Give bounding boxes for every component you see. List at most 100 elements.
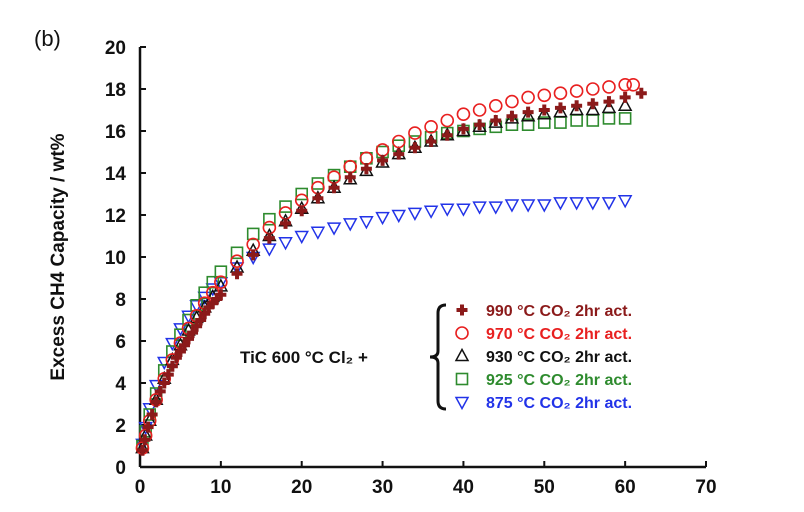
data-point [554, 116, 567, 129]
data-point [538, 104, 550, 116]
x-tick-label: 20 [291, 477, 312, 498]
data-point [488, 201, 504, 215]
data-point [206, 275, 220, 289]
series-4 [135, 195, 633, 452]
data-point [136, 444, 148, 456]
x-tick-label: 10 [210, 477, 231, 498]
data-point [520, 108, 536, 122]
data-point [229, 262, 245, 276]
data-point [146, 409, 158, 420]
x-tick-label: 40 [453, 477, 474, 498]
data-point [344, 171, 356, 183]
y-tick-label: 8 [115, 290, 126, 311]
data-point [537, 199, 552, 213]
data-point [587, 98, 599, 110]
x-tick-label: 0 [135, 477, 146, 498]
data-point [407, 207, 423, 221]
data-point [195, 314, 207, 326]
data-point [262, 220, 277, 235]
data-point [231, 268, 243, 280]
data-point [635, 87, 647, 99]
data-point [553, 104, 568, 118]
data-point [408, 126, 422, 140]
data-point [326, 222, 342, 236]
legend-brace [429, 303, 447, 411]
data-point [295, 187, 309, 201]
data-point [424, 120, 438, 134]
data-point [377, 154, 389, 166]
data-point [215, 289, 227, 301]
data-point [488, 99, 503, 113]
y-tick-label: 14 [105, 164, 127, 185]
legend-marker [455, 372, 469, 386]
data-point [150, 396, 162, 408]
data-point [343, 159, 358, 174]
x-tick-label: 70 [695, 477, 716, 498]
data-point [170, 352, 182, 364]
axes: 0 10 20 30 40 50 60 70 0 2 4 6 8 10 12 14 16 18 20 [105, 38, 717, 498]
data-point [570, 114, 583, 127]
legend-marker [456, 304, 468, 316]
data-point [139, 434, 151, 446]
data-point [158, 377, 170, 389]
data-point [278, 237, 293, 251]
data-point [521, 118, 535, 131]
data-point [602, 112, 616, 125]
data-point [214, 265, 228, 279]
data-point [262, 243, 277, 257]
data-point [409, 142, 421, 154]
data-point [214, 275, 228, 290]
data-point [456, 203, 471, 217]
data-point [187, 327, 199, 339]
data-point [537, 106, 552, 120]
data-point [617, 195, 633, 209]
legend-label: 990 °C CO₂ 2hr act. [486, 303, 632, 320]
data-point [586, 114, 600, 127]
y-tick-label: 6 [115, 332, 126, 353]
data-point [626, 78, 641, 92]
data-point [520, 199, 536, 213]
y-tick-label: 16 [105, 122, 126, 143]
legend-marker [454, 396, 470, 411]
data-point [601, 197, 617, 211]
data-point [601, 99, 617, 114]
legend: 990 °C CO₂ 2hr act. 970 °C CO₂ 2hr act. 93… [240, 303, 632, 412]
legend-prefix: TiC 600 °C Cl₂ + [240, 348, 368, 367]
y-tick-label: 0 [115, 458, 126, 479]
data-point [310, 226, 326, 240]
data-point [537, 116, 551, 129]
data-point [439, 203, 455, 217]
data-point [553, 197, 568, 211]
legend-marker [455, 326, 469, 340]
x-tick-label: 50 [534, 477, 555, 498]
data-point [199, 308, 211, 320]
data-point [294, 193, 309, 208]
data-point [457, 123, 469, 135]
panel-label: (b) [34, 26, 61, 51]
legend-label: 925 °C CO₂ 2hr act. [486, 372, 632, 389]
data-point [391, 209, 407, 224]
data-point [472, 103, 487, 117]
legend-marker [454, 347, 470, 362]
x-tick-label: 30 [372, 477, 393, 498]
data-point [522, 106, 534, 118]
data-point [569, 101, 584, 116]
data-point [521, 90, 535, 105]
data-point [181, 310, 196, 324]
data-point [585, 197, 601, 211]
data-point [504, 199, 520, 213]
data-point [585, 101, 601, 116]
data-point [296, 205, 308, 217]
data-point [312, 192, 324, 204]
data-point [423, 205, 439, 219]
data-point [328, 182, 340, 194]
y-tick-label: 18 [105, 80, 126, 101]
data-point [359, 151, 374, 166]
data-point [230, 254, 244, 269]
data-point [441, 129, 453, 141]
data-point [375, 143, 390, 157]
data-point [375, 211, 390, 226]
data-point [183, 333, 195, 345]
data-point [342, 218, 358, 232]
data-point [165, 337, 180, 352]
